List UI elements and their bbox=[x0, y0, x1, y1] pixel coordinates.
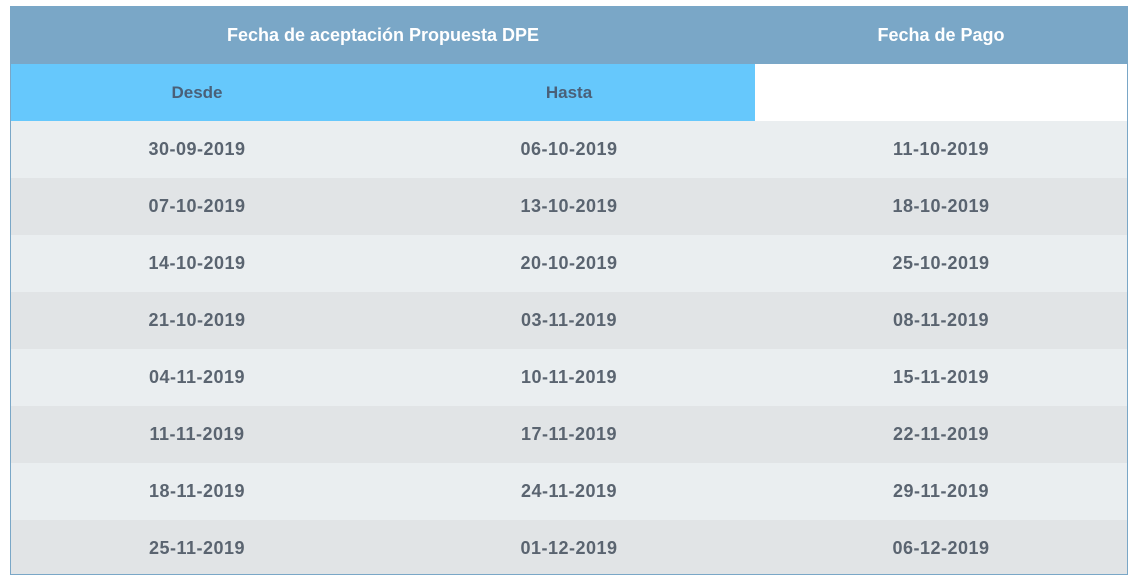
cell-to: 17-11-2019 bbox=[383, 406, 756, 463]
table-row: 30-09-2019 06-10-2019 11-10-2019 bbox=[11, 121, 1127, 178]
schedule-table: Fecha de aceptación Propuesta DPE Fecha … bbox=[11, 7, 1127, 574]
cell-from: 11-11-2019 bbox=[11, 406, 383, 463]
cell-payment: 25-10-2019 bbox=[755, 235, 1127, 292]
cell-from: 21-10-2019 bbox=[11, 292, 383, 349]
cell-to: 06-10-2019 bbox=[383, 121, 756, 178]
cell-to: 24-11-2019 bbox=[383, 463, 756, 520]
cell-from: 04-11-2019 bbox=[11, 349, 383, 406]
cell-payment: 18-10-2019 bbox=[755, 178, 1127, 235]
payment-schedule-table: Fecha de aceptación Propuesta DPE Fecha … bbox=[10, 6, 1128, 575]
cell-from: 14-10-2019 bbox=[11, 235, 383, 292]
cell-to: 20-10-2019 bbox=[383, 235, 756, 292]
header-from: Desde bbox=[11, 64, 383, 121]
cell-payment: 06-12-2019 bbox=[755, 520, 1127, 574]
cell-to: 03-11-2019 bbox=[383, 292, 756, 349]
table-row: 04-11-2019 10-11-2019 15-11-2019 bbox=[11, 349, 1127, 406]
table-row: 18-11-2019 24-11-2019 29-11-2019 bbox=[11, 463, 1127, 520]
cell-from: 25-11-2019 bbox=[11, 520, 383, 574]
cell-payment: 08-11-2019 bbox=[755, 292, 1127, 349]
table-row: 14-10-2019 20-10-2019 25-10-2019 bbox=[11, 235, 1127, 292]
table-row: 11-11-2019 17-11-2019 22-11-2019 bbox=[11, 406, 1127, 463]
header-acceptance-date: Fecha de aceptación Propuesta DPE bbox=[11, 7, 756, 64]
header-row-sub: Desde Hasta bbox=[11, 64, 1127, 121]
table-body: 30-09-2019 06-10-2019 11-10-2019 07-10-2… bbox=[11, 121, 1127, 574]
cell-payment: 15-11-2019 bbox=[755, 349, 1127, 406]
table-row: 25-11-2019 01-12-2019 06-12-2019 bbox=[11, 520, 1127, 574]
header-payment-date: Fecha de Pago bbox=[755, 7, 1127, 64]
cell-to: 01-12-2019 bbox=[383, 520, 756, 574]
cell-to: 10-11-2019 bbox=[383, 349, 756, 406]
header-blank-cell bbox=[755, 64, 1127, 121]
cell-payment: 11-10-2019 bbox=[755, 121, 1127, 178]
cell-from: 18-11-2019 bbox=[11, 463, 383, 520]
cell-to: 13-10-2019 bbox=[383, 178, 756, 235]
cell-from: 07-10-2019 bbox=[11, 178, 383, 235]
cell-from: 30-09-2019 bbox=[11, 121, 383, 178]
header-to: Hasta bbox=[383, 64, 756, 121]
cell-payment: 29-11-2019 bbox=[755, 463, 1127, 520]
table-row: 21-10-2019 03-11-2019 08-11-2019 bbox=[11, 292, 1127, 349]
header-row-main: Fecha de aceptación Propuesta DPE Fecha … bbox=[11, 7, 1127, 64]
table-header: Fecha de aceptación Propuesta DPE Fecha … bbox=[11, 7, 1127, 121]
table-row: 07-10-2019 13-10-2019 18-10-2019 bbox=[11, 178, 1127, 235]
cell-payment: 22-11-2019 bbox=[755, 406, 1127, 463]
